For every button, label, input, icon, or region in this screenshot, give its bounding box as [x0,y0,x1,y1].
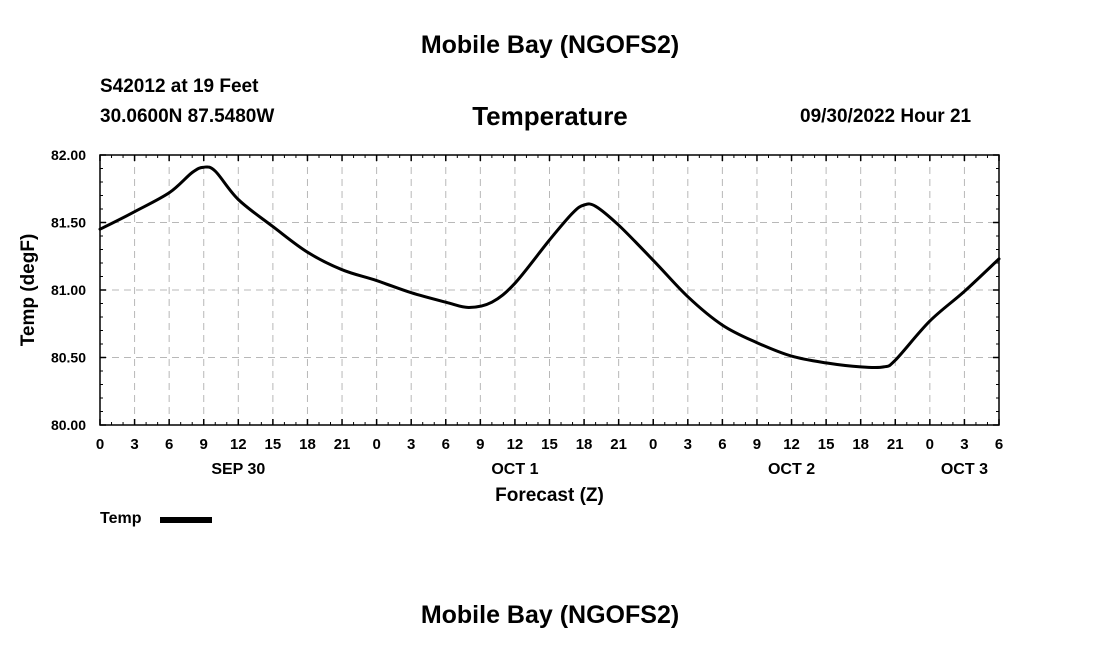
x-tick-label: 3 [960,436,968,453]
x-tick-label: 18 [576,436,593,453]
station-coords: 30.0600N 87.5480W [100,106,275,127]
data-point [998,258,1000,260]
data-point [133,210,136,213]
data-point [468,306,470,309]
x-tick-label: 9 [753,436,761,453]
data-point [214,170,217,172]
variable-title: Temperature [472,101,628,131]
x-tick-label: 18 [852,436,869,453]
x-tick-label: 15 [265,436,282,453]
station-label: S42012 at 19 Feet [100,76,259,97]
x-tick-label: 21 [334,436,351,453]
data-point [491,301,493,304]
data-point [445,301,447,304]
legend-label: Temp [100,510,142,527]
data-point [191,171,193,174]
y-axis-label: Temp (degF) [18,234,39,347]
x-tick-label: 12 [230,436,247,453]
data-point [594,205,597,208]
y-tick-label: 81.50 [51,215,86,231]
x-tick-label: 9 [476,436,484,453]
data-point [306,251,309,253]
chart-title: Mobile Bay (NGOFS2) [420,31,680,59]
data-point [756,341,758,344]
data-point [882,366,885,368]
x-tick-label: 0 [96,436,104,453]
data-point [571,212,574,214]
data-point [894,359,897,362]
y-tick-label: 82.00 [51,147,86,163]
x-tick-label: 6 [718,436,726,453]
data-point [548,239,551,241]
x-tick-label: 0 [926,436,934,453]
data-point [375,279,378,282]
data-point [410,291,413,294]
y-axis: 80.00 80.50 81.00 81.50 82.00 [51,147,999,433]
data-point [790,355,793,357]
y-tick-label: 80.00 [51,417,86,433]
date-label: OCT 2 [768,461,815,478]
series-group [98,165,1001,370]
data-point [99,228,101,230]
x-tick-label: 3 [130,436,138,453]
date-label: SEP 30 [211,461,265,478]
data-point [341,268,343,271]
x-tick-label: 3 [407,436,415,453]
data-point [929,320,931,322]
x-tick-label: 18 [299,436,316,453]
x-tick-label: 0 [649,436,657,453]
x-tick-label: 6 [165,436,173,453]
y-tick-label: 80.50 [51,350,86,366]
data-point [825,362,827,364]
x-tick-label: 6 [442,436,450,453]
x-tick-label: 21 [887,436,904,453]
data-point [617,224,620,226]
data-point [514,282,516,285]
x-tick-label: 15 [541,436,558,453]
x-tick-label: 12 [783,436,800,453]
x-tick-label: 0 [372,436,380,453]
data-point [859,366,862,368]
data-point [272,225,274,228]
x-tick-label: 21 [610,436,627,453]
data-point [202,166,205,168]
date-label: OCT 1 [491,461,538,478]
legend-swatch [160,517,212,523]
forecast-datetime: 09/30/2022 Hour 21 [800,106,972,127]
x-tick-label: 15 [818,436,835,453]
date-label: OCT 3 [941,461,988,478]
data-point [963,290,966,293]
x-tick-label: 3 [684,436,692,453]
x-axis-label: Forecast (Z) [495,485,604,506]
x-tick-label: 9 [200,436,208,453]
x-axis: 0 3 6 9 12 15 18 21 0 3 6 9 12 15 18 21 0 3 6 9 12 15 18 21 0 3 6 S… [96,155,1003,478]
data-point [583,204,585,206]
data-point [721,324,724,326]
data-point [237,198,240,201]
data-point [687,295,689,298]
grid [100,155,999,425]
chart-title-bottom: Mobile Bay (NGOFS2) [420,601,680,629]
data-point [652,259,654,262]
data-point [168,192,170,194]
x-tick-label: 12 [507,436,524,453]
y-tick-label: 81.00 [51,282,86,298]
x-tick-label: 6 [995,436,1003,453]
